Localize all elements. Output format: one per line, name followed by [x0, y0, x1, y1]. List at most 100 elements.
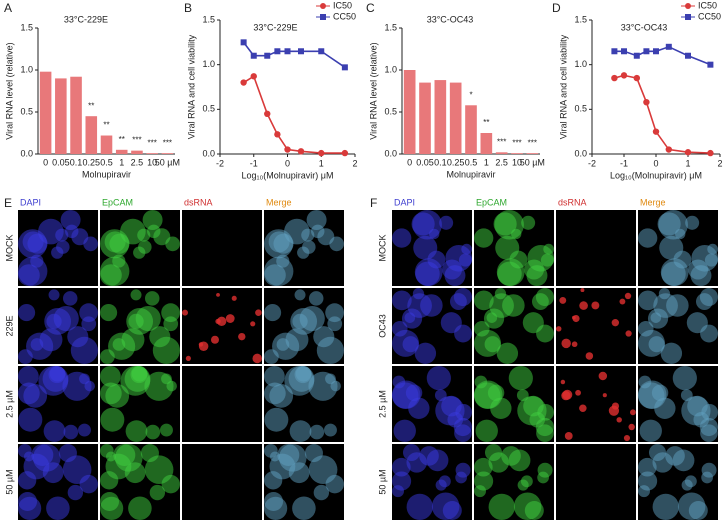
panel-label: F — [370, 196, 377, 210]
data-point — [274, 131, 281, 138]
cell-blob — [325, 373, 336, 385]
cell-blob — [420, 294, 443, 317]
cell-blob — [145, 424, 161, 440]
cell-blob — [306, 210, 327, 230]
data-point — [341, 149, 349, 157]
cell-blob — [672, 449, 695, 472]
cell-blob — [392, 321, 408, 337]
column-label: dsRNA — [184, 197, 213, 207]
x-tick-label: 0.1 — [434, 157, 447, 167]
cell-blob — [252, 353, 262, 364]
cell-blob — [67, 484, 84, 501]
column-label: Merge — [640, 197, 666, 207]
cell-blob — [138, 240, 152, 254]
cell-blob — [137, 228, 151, 242]
cell-blob — [411, 212, 435, 236]
cell-blob — [225, 314, 235, 323]
cell-blob — [455, 462, 471, 478]
cell-blob — [707, 243, 719, 255]
x-tick-label: 10 — [512, 157, 522, 167]
bar — [70, 76, 82, 154]
cell-blob — [580, 288, 585, 293]
cell-blob — [301, 228, 315, 242]
column-label: EpCAM — [102, 197, 133, 207]
cell-blob — [638, 321, 654, 337]
row-label: 2.5 µM — [4, 390, 14, 418]
cell-blob — [294, 366, 312, 384]
cell-blob — [392, 485, 404, 498]
cell-blob — [55, 228, 69, 242]
cell-blob — [292, 313, 308, 330]
y-tick-label: 1.5 — [20, 22, 33, 32]
x-axis-label: Molnupiravir — [446, 169, 495, 179]
cell-blob — [18, 304, 36, 322]
cell-blob — [585, 352, 594, 360]
data-point — [240, 39, 247, 46]
microscopy-image — [556, 366, 636, 442]
bar — [161, 153, 174, 154]
cell-blob — [474, 329, 502, 357]
cell-blob — [392, 228, 412, 248]
cell-blob — [46, 496, 70, 520]
significance-label: *** — [512, 138, 521, 147]
cell-blob — [660, 342, 683, 364]
row-label: MOCK — [377, 235, 387, 262]
x-tick-label: 2 — [352, 158, 357, 168]
cell-blob — [71, 228, 89, 246]
x-tick-label: 2.5 — [131, 157, 144, 167]
y-tick-label: 1.0 — [20, 64, 33, 74]
cell-blob — [440, 312, 462, 334]
y-tick-label: 1.0 — [574, 59, 587, 69]
x-tick-label: -2 — [588, 158, 596, 168]
cell-blob — [571, 315, 576, 320]
x-tick-label: 10 — [147, 157, 157, 167]
cell-blob — [264, 496, 288, 520]
cell-blob — [62, 291, 78, 306]
cell-blob — [638, 290, 658, 311]
y-tick-label: 1.5 — [384, 22, 397, 32]
cell-blob — [308, 291, 324, 306]
cell-blob — [161, 373, 172, 385]
cell-blob — [488, 452, 509, 473]
cell-blob — [22, 231, 44, 253]
cell-blob — [611, 318, 620, 327]
cell-blob — [474, 457, 493, 477]
x-tick-label: -1 — [250, 158, 258, 168]
significance-label: *** — [497, 137, 506, 146]
column-label: DAPI — [394, 197, 415, 207]
x-tick-label: 2 — [717, 158, 722, 168]
cell-blob — [638, 380, 667, 409]
cell-blob — [439, 215, 454, 230]
bar — [85, 116, 98, 154]
cell-blob — [638, 329, 666, 357]
column-label: EpCAM — [476, 197, 507, 207]
cell-blob — [426, 449, 449, 472]
microscopy-image — [182, 210, 262, 286]
cell-blob — [264, 366, 285, 387]
cell-blob — [560, 379, 566, 385]
cell-blob — [100, 444, 114, 458]
cell-blob — [474, 228, 494, 248]
bar — [511, 153, 523, 154]
microscopy-image — [556, 210, 636, 286]
x-tick-label: 0.25 — [447, 157, 465, 167]
cell-blob — [616, 417, 622, 423]
cell-blob — [575, 389, 581, 396]
cell-blob — [264, 304, 282, 322]
cell-blob — [100, 382, 122, 405]
significance-label: ** — [103, 121, 109, 130]
cell-blob — [559, 296, 567, 304]
cell-blob — [624, 292, 632, 300]
significance-label: *** — [163, 138, 172, 147]
cell-blob — [638, 228, 658, 248]
cell-blob — [496, 342, 519, 364]
cell-blob — [630, 409, 636, 416]
cell-blob — [18, 407, 43, 432]
panel-label: C — [366, 1, 375, 15]
data-point — [633, 52, 640, 59]
chart-title: 33°C-OC43 — [427, 14, 474, 24]
cell-blob — [325, 474, 344, 494]
cell-blob — [562, 389, 573, 400]
cell-blob — [672, 366, 697, 391]
cell-blob — [684, 475, 697, 488]
